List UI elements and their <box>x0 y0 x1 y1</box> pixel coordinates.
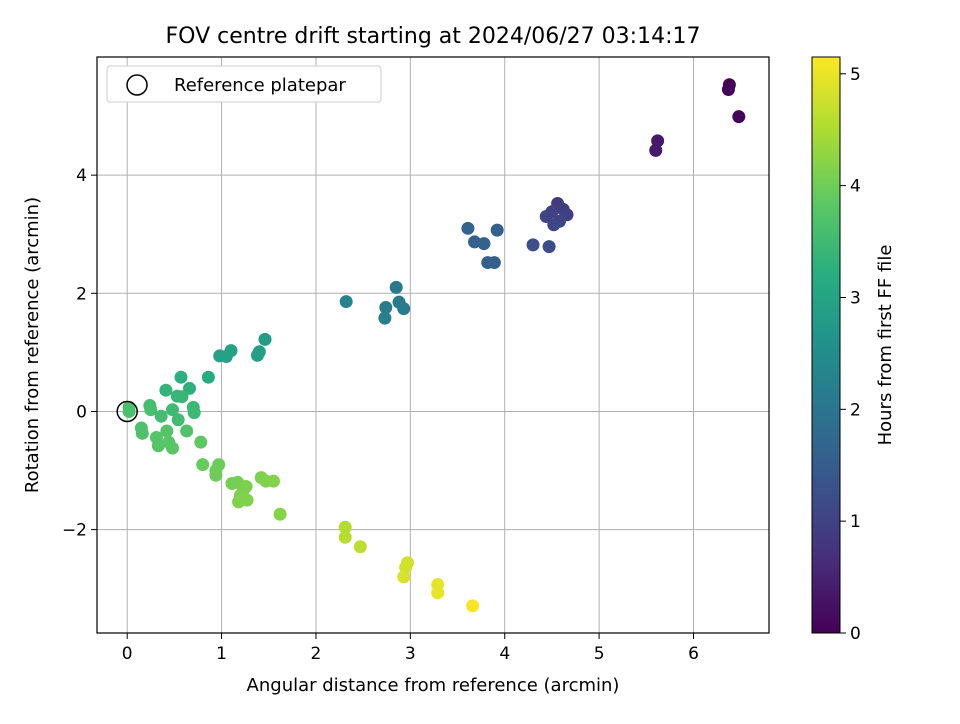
data-point <box>477 237 491 251</box>
legend-label-reference: Reference platepar <box>174 75 346 96</box>
data-point <box>466 599 480 613</box>
x-tick-label: 3 <box>405 644 416 664</box>
data-point <box>196 458 210 472</box>
data-point <box>732 110 746 124</box>
colorbar: 0 1 2 3 4 5 Hours from first FF file <box>811 56 896 644</box>
y-tick-label: −2 <box>62 521 87 541</box>
data-point <box>182 381 196 395</box>
data-point <box>721 82 735 96</box>
data-point <box>122 404 136 418</box>
x-tick-label: 2 <box>311 644 322 664</box>
legend: Reference platepar <box>106 65 382 103</box>
colorbar-tick-label: 2 <box>850 400 861 420</box>
y-tick-label: 4 <box>76 166 87 186</box>
data-point <box>490 223 504 237</box>
data-point <box>232 495 246 509</box>
data-point <box>547 218 561 232</box>
legend-marker-reference <box>126 74 148 96</box>
data-point <box>209 468 223 482</box>
reference-marker <box>116 400 138 423</box>
data-point <box>166 403 180 417</box>
y-axis-label: Rotation from reference (arcmin) <box>22 197 43 493</box>
x-axis-label: Angular distance from reference (arcmin) <box>247 675 620 696</box>
colorbar-frame <box>811 56 841 634</box>
data-point <box>397 302 411 316</box>
colorbar-tick-label: 3 <box>850 288 861 308</box>
grid-lines <box>97 57 769 633</box>
x-axis-ticks: 0 1 2 3 4 5 6 <box>122 633 699 664</box>
data-points <box>116 78 746 613</box>
colorbar-tick-label: 1 <box>850 512 861 532</box>
data-point <box>378 311 392 325</box>
data-point <box>431 586 445 600</box>
data-point <box>175 390 189 404</box>
colorbar-gradient <box>812 57 840 633</box>
data-point <box>154 409 168 423</box>
data-point <box>213 349 227 363</box>
data-point <box>160 424 174 438</box>
data-point <box>159 383 173 397</box>
colorbar-ticks: 0 1 2 3 4 5 <box>840 65 861 644</box>
y-tick-label: 2 <box>76 284 87 304</box>
y-tick-label: 0 <box>76 402 87 422</box>
data-point <box>526 238 540 252</box>
data-point <box>461 221 475 235</box>
data-point <box>379 300 393 314</box>
colorbar-tick-label: 0 <box>850 624 861 644</box>
data-point <box>135 426 149 440</box>
data-point <box>542 240 556 254</box>
data-point <box>174 370 188 384</box>
data-point <box>649 143 663 157</box>
chart-title: FOV centre drift starting at 2024/06/27 … <box>166 24 701 49</box>
data-point <box>151 439 165 453</box>
data-point <box>338 520 352 534</box>
data-point <box>353 540 367 554</box>
data-point <box>539 210 553 224</box>
data-point <box>487 256 501 270</box>
data-point <box>187 406 201 420</box>
y-axis-ticks: −2 0 2 4 <box>62 166 97 541</box>
colorbar-tick-label: 5 <box>850 65 861 85</box>
data-point <box>266 474 280 488</box>
data-point <box>338 530 352 544</box>
colorbar-tick-label: 4 <box>850 177 861 197</box>
data-point <box>194 435 208 449</box>
data-point <box>201 370 215 384</box>
data-point <box>166 441 180 455</box>
colorbar-label: Hours from first FF file <box>875 245 896 446</box>
data-point <box>389 280 403 294</box>
data-point <box>273 507 287 521</box>
data-point <box>171 413 185 427</box>
data-point <box>339 295 353 309</box>
x-tick-label: 4 <box>499 644 510 664</box>
plot-frame <box>96 56 770 634</box>
x-tick-label: 5 <box>594 644 605 664</box>
data-point <box>180 424 194 438</box>
x-tick-label: 1 <box>216 644 227 664</box>
data-point <box>258 332 272 346</box>
data-point <box>397 570 411 584</box>
legend-box <box>106 65 382 103</box>
data-point <box>144 403 158 417</box>
data-point <box>250 348 264 362</box>
x-tick-label: 0 <box>122 644 133 664</box>
x-tick-label: 6 <box>688 644 699 664</box>
